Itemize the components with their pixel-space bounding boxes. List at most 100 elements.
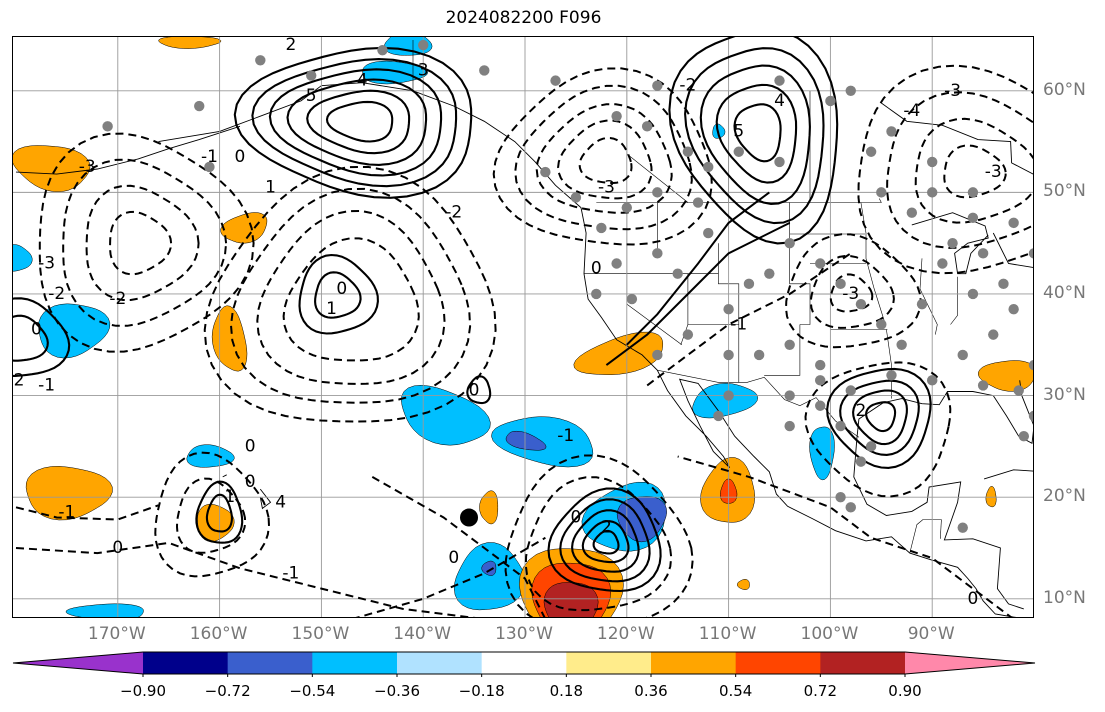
contour-negative xyxy=(804,361,952,498)
colorbar-tick-label: −0.54 xyxy=(289,682,336,700)
contour-label: -3 xyxy=(38,254,55,274)
contour-label: -3 xyxy=(598,177,615,197)
contour-positive xyxy=(605,222,791,366)
coastline-segment xyxy=(853,438,1024,610)
station-dot xyxy=(550,75,561,86)
contour-label: -2 xyxy=(445,203,462,223)
coastline-segment xyxy=(222,474,227,478)
station-dot xyxy=(641,121,653,132)
contour-label: 4 xyxy=(357,71,368,91)
station-dot xyxy=(815,375,826,386)
station-dot xyxy=(937,258,948,269)
station-dot xyxy=(876,319,887,330)
contour-layer xyxy=(13,37,1033,617)
colorbar-bin xyxy=(820,652,906,674)
coastline-segment xyxy=(881,102,1033,175)
graticule xyxy=(13,37,1033,617)
contour-label: 1 xyxy=(224,487,235,507)
colorbar-tick-label: 0.36 xyxy=(634,682,668,700)
contour-negative xyxy=(175,477,247,554)
station-dot xyxy=(835,420,846,432)
contour-label: -2 xyxy=(679,76,696,96)
station-dot xyxy=(774,75,785,86)
coastline-segment xyxy=(259,488,272,510)
contour-label: -1 xyxy=(38,375,55,395)
contour-negative xyxy=(504,454,694,617)
colorbar-extend-low xyxy=(13,652,143,674)
colorbar-tick-label: −0.18 xyxy=(458,682,505,700)
shaded-region-blue xyxy=(13,244,33,272)
contour-positive xyxy=(839,379,920,456)
station-dot xyxy=(845,502,856,513)
contour-label: 1 xyxy=(265,177,276,197)
map-panel: 245310-1-2-3-3-2-20-2-101-3-254-3-4-30-1… xyxy=(12,36,1034,618)
shaded-region-blue xyxy=(362,60,429,85)
longitude-label: 120°W xyxy=(596,624,655,644)
contour-positive xyxy=(298,253,379,335)
contour-positive xyxy=(592,529,620,555)
station-dot xyxy=(255,55,266,66)
contour-positive xyxy=(626,191,770,346)
contour-negative xyxy=(256,209,446,385)
contour-labels: 245310-1-2-3-3-2-20-2-101-3-254-3-4-30-1… xyxy=(13,37,1002,609)
contour-positive xyxy=(268,68,443,177)
station-dot xyxy=(1028,360,1033,371)
station-dot xyxy=(570,192,582,203)
contour-negative xyxy=(646,252,852,387)
station-dot xyxy=(815,359,826,371)
colorbar-bin xyxy=(143,652,229,674)
contour-label: 5 xyxy=(733,121,744,141)
contour-label: 0 xyxy=(245,472,256,492)
shaded-region-orange xyxy=(211,305,248,372)
longitude-label: 130°W xyxy=(495,624,553,644)
contour-label: 2 xyxy=(601,518,612,538)
station-dot xyxy=(1018,431,1030,442)
contour-positive xyxy=(865,401,897,433)
storm-center-dot xyxy=(460,508,479,527)
colorbar-bin xyxy=(651,652,737,674)
shaded-region-orange xyxy=(13,145,91,192)
colorbar-bin xyxy=(312,652,398,674)
contour-negative xyxy=(514,84,693,231)
station-dot xyxy=(865,146,877,157)
shaded-region-orange xyxy=(220,212,268,244)
station-dot xyxy=(845,85,856,96)
contour-label: 0 xyxy=(469,381,480,401)
station-dot xyxy=(102,121,113,132)
station-dot xyxy=(865,441,877,452)
contour-label: 0 xyxy=(336,279,347,299)
political-border xyxy=(596,198,882,203)
station-dot xyxy=(1028,410,1033,422)
contour-positive xyxy=(13,297,71,377)
coastline-segment xyxy=(856,380,1033,445)
colorbar-tick-label: −0.90 xyxy=(120,682,166,700)
colorbar-bin xyxy=(735,652,821,674)
contour-positive xyxy=(306,89,411,155)
shaded-region-orange xyxy=(573,331,664,375)
station-dot xyxy=(957,522,968,533)
shaded-region-orange xyxy=(737,579,750,590)
shaded-region-blue xyxy=(692,383,759,419)
contour-negative xyxy=(578,137,633,184)
political-border xyxy=(886,329,892,399)
station-dot xyxy=(377,44,388,56)
station-dot xyxy=(194,100,205,112)
station-dot xyxy=(906,207,918,218)
political-border xyxy=(950,276,958,325)
contour-negative xyxy=(557,119,653,200)
colorbar-tick-label: 0.18 xyxy=(549,682,584,700)
station-dot xyxy=(957,349,968,361)
latitude-label: 30°N xyxy=(1043,384,1086,405)
station-dot xyxy=(723,390,734,401)
station-dot xyxy=(652,80,663,91)
station-dot xyxy=(611,110,622,122)
station-dot xyxy=(825,95,836,107)
contour-label: 2 xyxy=(856,401,867,421)
contour-negative xyxy=(282,237,420,362)
colorbar-bin xyxy=(227,652,313,674)
contour-label: 3 xyxy=(418,60,429,80)
contour-label: -2 xyxy=(48,284,65,304)
contour-label: -1 xyxy=(282,563,299,583)
station-dot xyxy=(977,248,989,259)
contour-negative xyxy=(829,273,874,313)
